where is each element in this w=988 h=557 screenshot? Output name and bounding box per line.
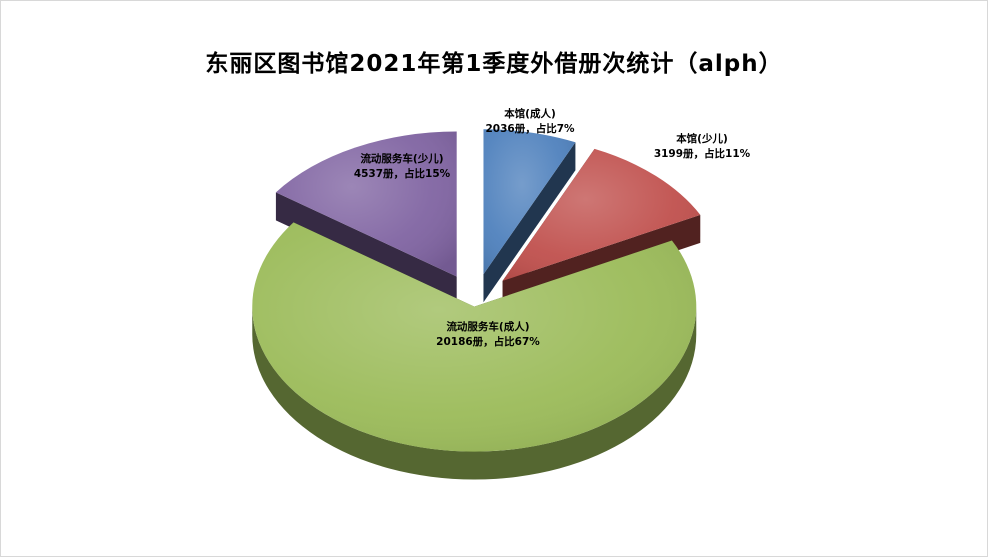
slice-value-label: 4537册，占比15% [354, 167, 451, 180]
pie-slice-wall [275, 192, 457, 305]
pie-slice-group [483, 129, 576, 303]
pie-slice-shine [252, 222, 697, 452]
chart-title: 东丽区图书馆2021年第1季度外借册次统计（alph） [205, 51, 783, 77]
pie-slice-shine [483, 129, 576, 275]
slice-value-label: 20186册，占比67% [436, 335, 540, 348]
pie-slice-rim [252, 306, 697, 480]
pie-slice-shine [502, 148, 701, 281]
pie-slice-group [252, 222, 697, 480]
slice-value-label: 2036册，占比7% [485, 122, 575, 135]
slice-name-label: 流动服务车(少儿) [360, 152, 443, 165]
slice-name-label: 本馆(少儿) [676, 132, 728, 145]
slice-name-label: 本馆(成人) [504, 107, 556, 120]
slice-value-label: 3199册，占比11% [654, 147, 751, 160]
pie-slice-shine [275, 131, 457, 277]
pie-slice-group [275, 131, 457, 305]
slice-name-label: 流动服务车(成人) [446, 320, 529, 333]
pie-slice-wall [483, 142, 576, 303]
